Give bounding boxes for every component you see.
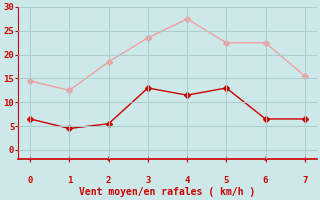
Text: ↓: ↓ (185, 154, 189, 163)
Text: ↓: ↓ (146, 154, 150, 163)
Text: ↓: ↓ (67, 154, 72, 163)
Text: ↓: ↓ (28, 154, 32, 163)
X-axis label: Vent moyen/en rafales ( km/h ): Vent moyen/en rafales ( km/h ) (79, 187, 256, 197)
Text: ↓: ↓ (263, 154, 268, 163)
Text: ↓: ↓ (106, 154, 111, 163)
Text: ↓: ↓ (302, 154, 307, 163)
Text: ↓: ↓ (224, 154, 228, 163)
